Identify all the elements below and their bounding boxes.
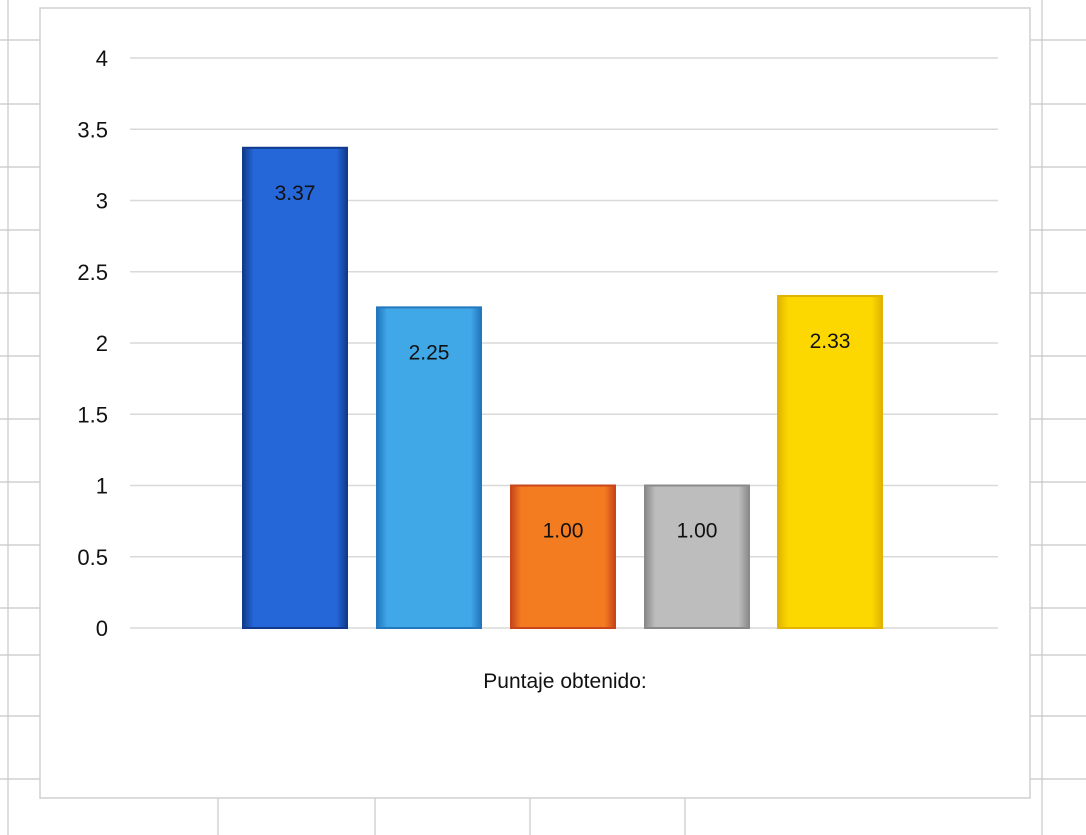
- bar[interactable]: [376, 306, 482, 629]
- y-tick-label: 3: [96, 189, 108, 214]
- bar-value-label: 2.33: [810, 330, 851, 353]
- y-tick-label: 1: [96, 474, 108, 499]
- bar[interactable]: [510, 484, 616, 629]
- y-tick-label: 0.5: [77, 545, 108, 570]
- bar-data-labels: 3.37 2.25 1.00 1.00 2.33: [275, 182, 851, 543]
- y-tick-label: 2: [96, 331, 108, 356]
- bar-value-label: 1.00: [543, 520, 584, 543]
- chart-bars: [242, 146, 883, 629]
- y-tick-label: 1.5: [77, 402, 108, 427]
- bar[interactable]: [644, 484, 750, 629]
- bar-value-label: 2.25: [409, 341, 450, 364]
- bar[interactable]: [777, 294, 883, 629]
- bar-value-label: 1.00: [677, 520, 718, 543]
- bar-value-label: 3.37: [275, 182, 316, 205]
- y-tick-label: 4: [96, 46, 108, 71]
- y-axis-tick-labels: 0 0.5 1 1.5 2 2.5 3 3.5 4: [77, 46, 108, 641]
- y-tick-label: 0: [96, 616, 108, 641]
- bar[interactable]: [242, 146, 348, 629]
- y-tick-label: 3.5: [77, 117, 108, 142]
- y-tick-label: 2.5: [77, 260, 108, 285]
- x-axis-title: Puntaje obtenido:: [483, 670, 646, 693]
